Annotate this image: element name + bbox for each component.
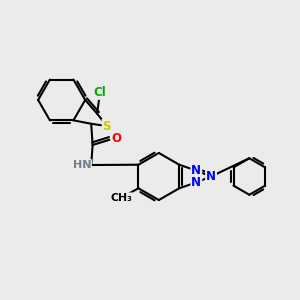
Text: N: N bbox=[191, 164, 201, 177]
Text: O: O bbox=[111, 132, 121, 145]
Text: N: N bbox=[191, 176, 201, 189]
Text: Cl: Cl bbox=[94, 86, 106, 99]
Text: N: N bbox=[206, 170, 216, 183]
Text: S: S bbox=[103, 119, 111, 133]
Text: CH₃: CH₃ bbox=[110, 193, 132, 203]
Text: HN: HN bbox=[73, 160, 91, 170]
